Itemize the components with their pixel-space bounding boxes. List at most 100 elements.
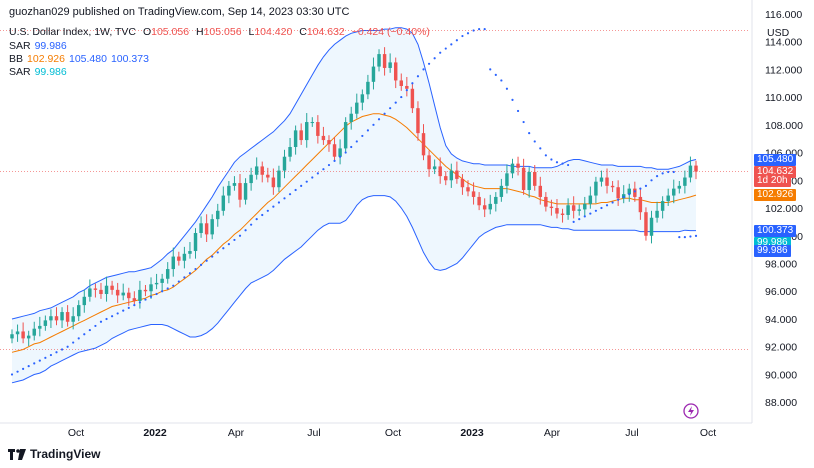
lightning-icon[interactable] xyxy=(683,403,699,419)
candle-body xyxy=(182,253,187,261)
candle-body xyxy=(377,54,381,67)
legend-bb: BB 102.926 105.480 100.373 xyxy=(9,53,149,65)
candle-body xyxy=(127,292,131,299)
candle-body xyxy=(71,316,75,322)
sar-dot xyxy=(183,276,186,279)
sar-dot xyxy=(199,263,203,266)
x-tick-label: Oct xyxy=(700,427,716,439)
sar-dot xyxy=(672,170,675,174)
candle-body xyxy=(494,196,498,204)
sar-dot xyxy=(617,198,620,201)
candle-body xyxy=(332,144,337,157)
sar-dot xyxy=(361,134,364,138)
sar-dot xyxy=(38,359,41,362)
candle-body xyxy=(188,251,192,254)
sar-dot xyxy=(416,75,420,78)
candle-body xyxy=(110,285,114,290)
sar-dot xyxy=(211,255,214,258)
candle-body xyxy=(177,256,181,261)
bb-upper-line xyxy=(11,27,697,320)
candle-body xyxy=(121,292,125,296)
sar-dot xyxy=(466,32,470,35)
y-tick-label: 98.000 xyxy=(765,259,797,271)
candle-body xyxy=(204,223,209,235)
candle-body xyxy=(193,232,198,252)
sar-dot xyxy=(60,348,64,351)
candle-body xyxy=(10,334,14,339)
candle-body xyxy=(371,66,376,82)
sar-dot xyxy=(511,98,514,101)
candle-body xyxy=(254,166,259,175)
sar-dot xyxy=(500,79,503,82)
candle-body xyxy=(343,122,348,149)
candle-body xyxy=(683,177,687,186)
candle-body xyxy=(427,155,431,170)
candle-body xyxy=(210,219,214,235)
candle-body xyxy=(327,140,331,145)
candle-body xyxy=(444,176,448,181)
candle-body xyxy=(432,166,437,170)
candle-body xyxy=(199,223,203,233)
sar-dot xyxy=(439,51,442,54)
sar-dot xyxy=(444,47,447,50)
sar-dot xyxy=(400,95,403,99)
sar-dot xyxy=(483,28,486,31)
candle-body xyxy=(627,188,631,195)
x-tick-label: Jul xyxy=(625,427,638,439)
sar-dot xyxy=(22,367,25,371)
price-badge: 104.632 xyxy=(754,165,797,178)
candle-body xyxy=(638,196,643,213)
sar-dot xyxy=(422,68,425,71)
tradingview-brand: TradingView xyxy=(8,447,100,461)
sar-dot xyxy=(33,362,36,365)
sar-dot xyxy=(72,341,75,344)
sar-dot xyxy=(322,168,325,171)
candle-body xyxy=(277,170,281,188)
x-tick-label: Oct xyxy=(385,427,401,439)
candle-body xyxy=(666,195,670,202)
sar-dot xyxy=(644,184,648,187)
sar-dot xyxy=(205,259,208,262)
candle-body xyxy=(533,171,537,186)
candle-body xyxy=(143,289,148,292)
sar-dot xyxy=(66,345,69,348)
y-tick-label: 88.000 xyxy=(765,397,797,409)
candle-body xyxy=(488,203,492,210)
sar-dot xyxy=(494,73,497,76)
publisher-line: guozhan029 published on TradingView.com,… xyxy=(9,6,350,18)
y-tick-label: 108.000 xyxy=(765,120,803,132)
sar-dot xyxy=(505,87,509,90)
sar-dot xyxy=(77,337,80,340)
candle-body xyxy=(599,177,604,182)
candle-body xyxy=(382,54,387,68)
y-tick-label: 96.000 xyxy=(765,286,797,298)
sar-dot xyxy=(261,213,264,217)
y-tick-label: 112.000 xyxy=(765,64,802,76)
sar-dot xyxy=(194,267,197,271)
legend-symbol: U.S. Dollar Index, 1W, TVC xyxy=(9,26,137,38)
sar-dot xyxy=(277,201,281,204)
sar-1-value: 99.986 xyxy=(34,40,67,52)
candle-body xyxy=(221,195,226,211)
sar-dot xyxy=(188,272,192,275)
candle-body xyxy=(132,298,137,301)
sar-dot xyxy=(578,218,581,221)
candle-body xyxy=(227,185,231,196)
sar-dot xyxy=(49,353,53,357)
candle-body xyxy=(165,269,170,279)
candle-body xyxy=(288,147,292,157)
candle-body xyxy=(560,213,565,215)
sar-dot xyxy=(694,234,698,238)
sar-2-value: 99.986 xyxy=(34,66,67,78)
sar-dot xyxy=(622,195,625,199)
candle-body xyxy=(555,208,559,214)
sar-dot xyxy=(377,118,381,121)
candle-body xyxy=(393,62,398,81)
sar-dot xyxy=(222,247,225,250)
sar-dot xyxy=(522,120,525,124)
candle-body xyxy=(160,278,164,283)
sar-dot xyxy=(99,320,103,323)
candle-body xyxy=(282,156,287,171)
candle-body xyxy=(416,108,420,134)
